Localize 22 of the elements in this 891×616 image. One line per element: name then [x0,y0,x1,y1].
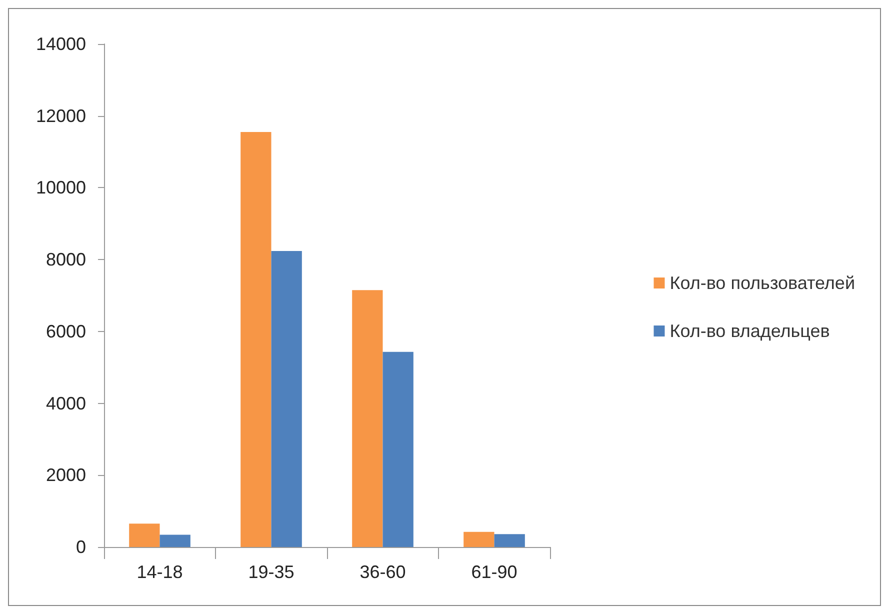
x-tick-label: 36-60 [360,562,406,582]
y-tick-label: 12000 [36,106,86,126]
bar [129,524,160,547]
bar [160,534,190,547]
y-tick-label: 6000 [46,321,86,342]
y-tick-label: 4000 [46,393,86,414]
y-tick-label: 8000 [46,250,86,270]
legend-label: Кол-во пользователей [670,273,856,293]
bar [240,132,272,547]
y-tick-label: 0 [76,537,86,557]
bar [494,534,525,547]
y-tick-label: 10000 [36,178,86,198]
bar [352,290,383,547]
bar [271,250,302,547]
y-tick-label: 2000 [46,465,86,486]
x-tick-label: 61-90 [471,562,518,582]
x-tick-label: 19-35 [248,562,294,582]
x-tick-label: 14-18 [136,562,183,582]
y-tick-label: 14000 [36,34,86,54]
bar [464,532,494,547]
legend-label: Кол-во владельцев [670,321,830,341]
bar [382,352,414,547]
